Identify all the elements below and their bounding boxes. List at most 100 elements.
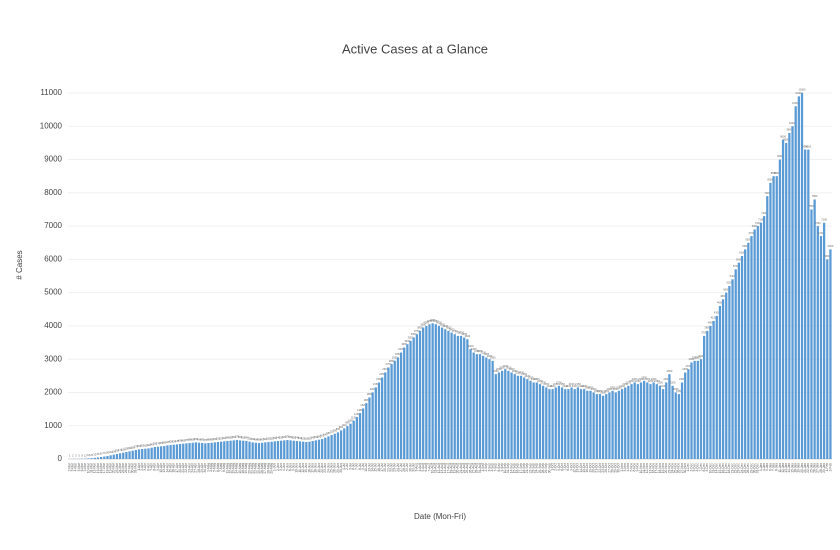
x-tick-label: 22-Dec (734, 463, 738, 474)
value-label: 2300 (679, 377, 685, 381)
x-tick-label: 17-Dec (724, 463, 728, 474)
bar (431, 323, 434, 459)
bar (564, 389, 567, 459)
bar (368, 397, 371, 459)
bar (535, 382, 538, 459)
x-tick-label: 30-Apr (203, 462, 207, 473)
bar (450, 332, 453, 459)
x-tick-label: 12-May (228, 463, 232, 474)
bar (583, 389, 586, 459)
bar (560, 387, 564, 459)
x-tick-label: 22-Jul (389, 463, 393, 472)
bar (254, 442, 257, 459)
bar (437, 325, 441, 459)
x-tick-label: 28-Sep (541, 463, 545, 474)
bar (775, 176, 778, 459)
value-label: 2450 (379, 372, 385, 376)
value-label: 4300 (714, 311, 720, 315)
value-label: 530 (273, 436, 278, 440)
value-label: 540 (295, 436, 300, 440)
x-tick-label: 27-May (263, 463, 267, 474)
value-label: 520 (247, 436, 252, 440)
bar (298, 441, 302, 459)
value-label: 3900 (442, 324, 448, 328)
y-tick-label: 4000 (44, 321, 62, 330)
x-tick-label: 27-Nov (680, 463, 684, 474)
bar (526, 379, 529, 459)
bar (541, 385, 545, 459)
x-tick-label: 28-Apr (197, 462, 201, 473)
x-tick-label: 13-Oct (576, 463, 580, 473)
value-label: 9600 (780, 134, 786, 138)
value-label: 5700 (733, 264, 739, 268)
bar (276, 441, 280, 459)
value-label: 560 (282, 435, 287, 439)
value-label: 6900 (752, 224, 758, 228)
value-label: 6100 (739, 251, 745, 255)
x-tick-label: 18-Mar (105, 462, 109, 473)
x-tick-label: 29-Jun (336, 463, 340, 473)
value-label: 3050 (395, 352, 401, 356)
x-tick-label: 24-Sep (535, 463, 539, 474)
value-label: 2700 (685, 364, 691, 368)
value-label: 2850 (389, 359, 395, 363)
x-tick-label: 10-Mar (86, 462, 90, 473)
x-tick-label: 8-Oct (566, 463, 570, 471)
value-label: 3050 (483, 352, 489, 356)
bar (728, 285, 731, 459)
value-label: 3650 (411, 332, 417, 336)
x-tick-label: 2-Dec (689, 463, 693, 472)
bar (393, 360, 396, 459)
value-label: 2100 (550, 384, 556, 388)
value-label: 2300 (632, 377, 638, 381)
x-tick-label: 10-Apr (159, 462, 163, 473)
x-tick-label: 27-Apr (194, 462, 198, 473)
x-tick-label: 29-May (269, 463, 273, 474)
value-label: 510 (216, 437, 221, 441)
x-tick-label: 9-Mar (83, 462, 87, 471)
bar (128, 451, 131, 459)
value-label: 6500 (745, 237, 751, 241)
x-tick-label: 12-Jun (301, 463, 305, 473)
bar (412, 337, 415, 459)
value-label: 3750 (452, 329, 458, 333)
bar (305, 442, 308, 459)
value-label: 540 (311, 436, 316, 440)
x-tick-label: 16-Apr (172, 462, 176, 473)
bar (377, 382, 381, 459)
value-label: 6300 (828, 244, 834, 248)
bar (144, 448, 147, 459)
value-label: 2 (72, 454, 74, 458)
bar (261, 442, 264, 459)
bar (573, 389, 576, 459)
bar (156, 446, 160, 459)
bar (703, 335, 706, 459)
value-label: 3000 (487, 354, 493, 358)
x-tick-label: 21-Aug (459, 463, 463, 474)
bar (725, 292, 728, 459)
y-tick-label: 6000 (44, 254, 62, 263)
x-tick-label: 17-Apr (175, 462, 179, 473)
x-tick-label: 9-Dec (705, 463, 709, 472)
bar (554, 387, 557, 459)
x-tick-label: 23-Sep (532, 463, 536, 474)
bar (257, 443, 261, 459)
x-tick-label: 21-Oct (595, 463, 599, 473)
bar (826, 259, 829, 459)
bar (153, 447, 156, 459)
x-tick-label: 4-Aug (418, 463, 422, 472)
value-label: 2100 (578, 384, 584, 388)
x-tick-label: 25-May (257, 463, 261, 474)
bar (279, 440, 283, 459)
x-tick-label: 9-Oct (569, 463, 573, 471)
value-label: 2550 (512, 369, 518, 373)
x-tick-label: 3-Apr (143, 462, 147, 471)
value-label: 310 (143, 443, 148, 447)
value-label: 10900 (795, 91, 803, 95)
x-tick-label: 26-Nov (677, 463, 681, 474)
x-tick-label: 7-Dec (699, 463, 703, 472)
bar (816, 226, 819, 459)
x-tick-label: 18-Nov (658, 463, 662, 474)
bar (529, 380, 532, 459)
bar (781, 139, 785, 459)
